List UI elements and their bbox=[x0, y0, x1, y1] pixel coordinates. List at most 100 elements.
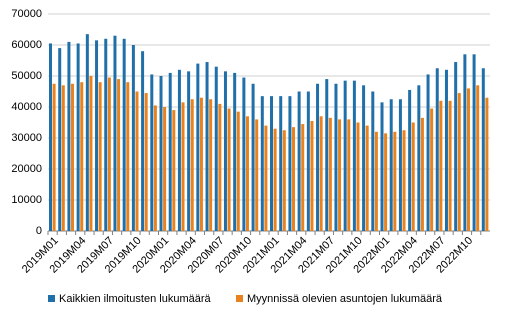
bar bbox=[301, 124, 305, 231]
bar bbox=[356, 122, 360, 231]
bar bbox=[260, 96, 264, 232]
y-tick-label: 30000 bbox=[11, 132, 42, 144]
legend-label: Kaikkien ilmoitusten lukumäärä bbox=[59, 293, 212, 305]
y-tick-label: 20000 bbox=[11, 163, 42, 175]
bar bbox=[408, 89, 412, 231]
bar bbox=[85, 34, 89, 232]
bar bbox=[187, 71, 191, 231]
bar bbox=[218, 103, 222, 231]
bar bbox=[334, 83, 338, 231]
bar bbox=[89, 76, 93, 231]
bar bbox=[328, 117, 332, 231]
y-tick-label: 70000 bbox=[11, 8, 42, 20]
bar bbox=[362, 85, 366, 231]
bar bbox=[319, 116, 323, 231]
bar bbox=[163, 107, 167, 231]
bar bbox=[463, 54, 467, 231]
bar bbox=[104, 38, 108, 231]
bar bbox=[209, 99, 213, 231]
y-tick-label: 60000 bbox=[11, 39, 42, 51]
bar bbox=[380, 102, 384, 231]
bar bbox=[227, 108, 231, 231]
bar bbox=[288, 96, 292, 232]
bar bbox=[306, 91, 310, 231]
y-tick-label: 0 bbox=[36, 225, 42, 237]
bar bbox=[95, 40, 99, 231]
bar bbox=[61, 85, 65, 231]
y-tick-label: 50000 bbox=[11, 70, 42, 82]
bar bbox=[393, 131, 397, 231]
bar bbox=[338, 119, 342, 231]
bar bbox=[205, 62, 209, 231]
bar bbox=[172, 110, 176, 231]
bar bbox=[113, 35, 117, 232]
bar bbox=[168, 72, 172, 232]
bar bbox=[430, 108, 434, 231]
bar bbox=[135, 91, 139, 231]
bar bbox=[52, 83, 56, 231]
bar bbox=[273, 128, 277, 231]
bar bbox=[292, 127, 296, 231]
bar bbox=[316, 83, 320, 231]
bar bbox=[420, 117, 424, 231]
bar bbox=[325, 79, 329, 231]
bar bbox=[144, 93, 148, 231]
bar bbox=[402, 130, 406, 231]
bar bbox=[398, 99, 402, 231]
bar bbox=[98, 82, 102, 231]
bar bbox=[485, 97, 489, 231]
bar bbox=[141, 51, 145, 232]
bar bbox=[181, 102, 185, 231]
bar bbox=[233, 72, 237, 232]
bar bbox=[472, 54, 476, 231]
bar bbox=[177, 69, 181, 231]
y-tick-label: 40000 bbox=[11, 101, 42, 113]
bar bbox=[347, 119, 351, 231]
bar bbox=[251, 83, 255, 231]
bar bbox=[426, 74, 430, 231]
bar bbox=[80, 82, 84, 231]
bar bbox=[454, 62, 458, 231]
bar bbox=[150, 74, 154, 231]
bar bbox=[159, 76, 163, 231]
bar bbox=[67, 41, 71, 232]
y-tick-label: 10000 bbox=[11, 194, 42, 206]
bar bbox=[365, 125, 369, 231]
bar bbox=[199, 97, 203, 231]
bar bbox=[245, 116, 249, 231]
bar bbox=[255, 119, 259, 231]
bar bbox=[117, 79, 121, 231]
bar bbox=[352, 80, 356, 232]
bar bbox=[389, 99, 393, 231]
bar bbox=[297, 91, 301, 231]
bar bbox=[236, 111, 240, 231]
bar bbox=[411, 122, 415, 231]
bar bbox=[374, 131, 378, 231]
bar bbox=[107, 77, 111, 231]
bar bbox=[153, 105, 157, 231]
bar bbox=[481, 68, 485, 231]
bar bbox=[214, 66, 218, 231]
bar bbox=[76, 43, 80, 232]
bar bbox=[310, 120, 314, 231]
bar bbox=[196, 63, 200, 231]
bar bbox=[435, 68, 439, 231]
bar bbox=[242, 77, 246, 231]
bar bbox=[439, 100, 443, 231]
bar bbox=[417, 85, 421, 231]
bar bbox=[457, 93, 461, 231]
bar bbox=[126, 82, 130, 231]
bar bbox=[223, 71, 227, 231]
bar bbox=[384, 133, 388, 231]
bar bbox=[264, 125, 268, 231]
bar bbox=[466, 88, 470, 232]
bar bbox=[444, 69, 448, 231]
bar bbox=[343, 80, 347, 232]
bar bbox=[49, 43, 53, 232]
bar bbox=[448, 100, 452, 231]
bar bbox=[131, 45, 135, 231]
bar bbox=[58, 48, 62, 231]
bar bbox=[371, 91, 375, 231]
bar bbox=[279, 96, 283, 232]
